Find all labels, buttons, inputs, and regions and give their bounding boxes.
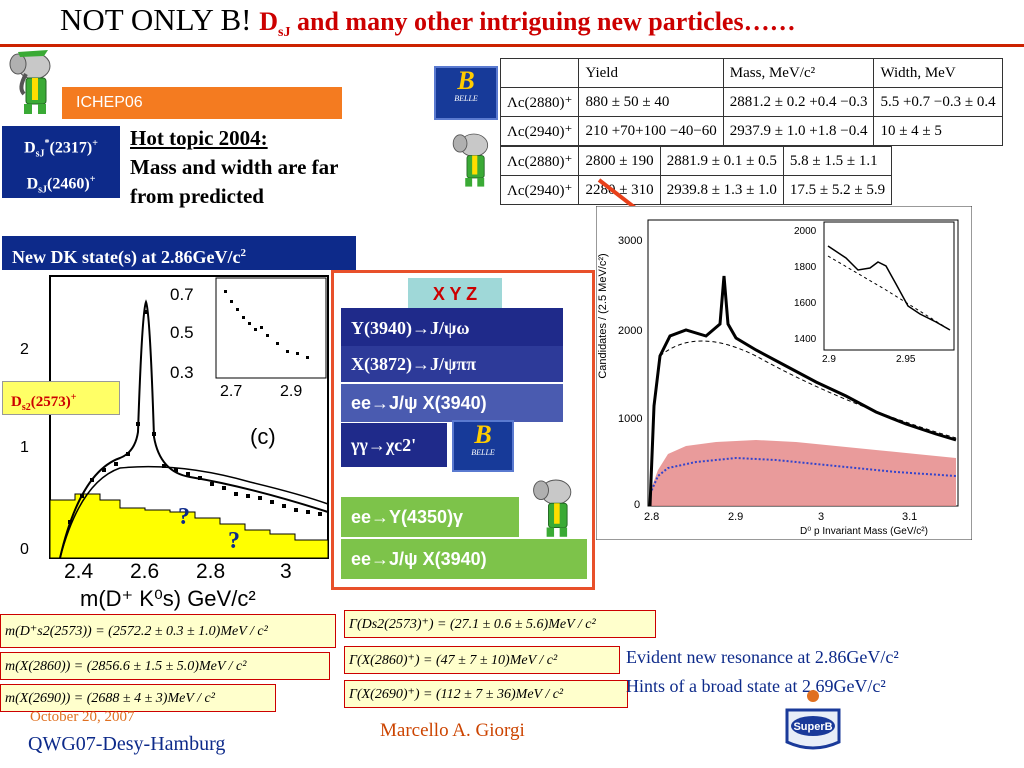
svg-text:1600: 1600 (794, 298, 817, 309)
dsj-2317-label: DsJ*(2317)+ (24, 138, 98, 160)
title-divider (0, 44, 1024, 47)
footer-author: Marcello A. Giorgi (380, 720, 525, 741)
svg-text:3000: 3000 (618, 235, 642, 247)
svg-text:3: 3 (818, 511, 824, 523)
svg-text:1800: 1800 (794, 262, 817, 273)
belle-logo-icon: B BELLE (452, 420, 514, 472)
slide-title: NOT ONLY B! DsJ and many other intriguin… (60, 2, 796, 41)
width-formula-ds2: Γ(Ds2(2573)⁺) = (27.1 ± 0.6 ± 5.6)MeV / … (344, 610, 656, 638)
svg-text:2000: 2000 (794, 226, 817, 237)
xyz-panel (331, 270, 595, 590)
table-row: Yield Mass, MeV/c² Width, MeV (499, 58, 1003, 88)
svg-text:0.7: 0.7 (170, 285, 194, 304)
xyz-label: X Y Z (408, 278, 502, 310)
svg-text:0.3: 0.3 (170, 363, 194, 382)
svg-text:1400: 1400 (794, 334, 817, 345)
table-row: Λc(2880)⁺ 2800 ± 190 2881.9 ± 0.1 ± 0.5 5.8… (499, 146, 893, 176)
table-row: Λc(2940)⁺ 2280 ± 310 2939.8 ± 1.3 ± 1.0 17.… (499, 175, 893, 205)
dsj-2460-label: DsJ(2460)+ (26, 174, 96, 196)
svg-text:2.9: 2.9 (280, 383, 302, 400)
left-xtick-0: 2.4 (64, 560, 94, 583)
svg-text:SuperB: SuperB (793, 721, 832, 733)
babar-elephant-icon (452, 133, 489, 187)
evident-resonance-text: Evident new resonance at 2.86GeV/c² (626, 647, 899, 667)
babar-elephant-icon (9, 50, 51, 114)
ds2573-label: Ds2(2573)+ (2, 381, 120, 415)
left-ytick-0: 0 (20, 541, 29, 558)
svg-text:2000: 2000 (618, 325, 642, 337)
left-xlabel: m(D⁺ K⁰s) GeV/c² (80, 586, 256, 611)
left-ytick-1: 1 (20, 439, 29, 456)
question-mark-2: ? (228, 528, 240, 554)
svg-text:3.1: 3.1 (902, 511, 917, 523)
xyz-item-x3872: X(3872)→J/ψππ (341, 346, 563, 382)
conference-banner: ICHEP06 (62, 87, 342, 119)
footer-venue: QWG07-Desy-Hamburg (28, 733, 226, 755)
mass-formula-x2860: m(X(2860)) = (2856.6 ± 1.5 ± 5.0)MeV / c… (0, 652, 330, 680)
left-xtick-1: 2.6 (130, 560, 159, 583)
belle-logo-icon: B BELLE (434, 66, 498, 120)
superb-logo-icon: SuperB (785, 690, 841, 750)
svg-text:2.7: 2.7 (220, 383, 242, 400)
svg-text:0: 0 (634, 499, 640, 511)
xyz-item-ee-x3940-babar: ee→J/ψ X(3940) (341, 539, 587, 579)
xyz-item-y3940: Y(3940)→J/ψω (341, 308, 563, 346)
svg-text:2.9: 2.9 (822, 354, 836, 365)
left-xtick-3: 3 (280, 560, 292, 583)
right-ylabel: Candidates / (2.5 MeV/c²) (597, 253, 609, 378)
belle-results-table: Yield Mass, MeV/c² Width, MeV Λc(2880)⁺ 880… (499, 58, 1003, 146)
table-row: Λc(2940)⁺ 210 +70+100 −40−60 2937.9 ± 1.0 … (499, 116, 1003, 146)
xyz-item-ee-x3940: ee→J/ψ X(3940) (341, 384, 563, 422)
left-xtick-2: 2.8 (196, 560, 225, 583)
babar-results-table: Λc(2880)⁺ 2800 ± 190 2881.9 ± 0.1 ± 0.5 5.8… (499, 146, 893, 205)
mass-formula-x2690: m(X(2690)) = (2688 ± 4 ± 3)MeV / c² (0, 684, 276, 712)
left-ytick-2: 2 (20, 341, 29, 358)
svg-text:0.5: 0.5 (170, 323, 194, 342)
svg-text:2.95: 2.95 (896, 354, 916, 365)
width-formula-x2690: Γ(X(2690)⁺) = (112 ± 7 ± 36)MeV / c² (344, 680, 628, 708)
footer-date: October 20, 2007 (30, 709, 135, 725)
question-mark-1: ? (178, 504, 190, 530)
xyz-item-y4350: ee→Y(4350)γ (341, 497, 519, 537)
svg-text:2.8: 2.8 (644, 511, 659, 523)
babar-elephant-icon (533, 479, 572, 537)
dk-data-points (68, 310, 322, 524)
mass-formula-ds2: m(D⁺s2(2573)) = (2572.2 ± 0.3 ± 1.0)MeV … (0, 614, 336, 648)
xyz-item-gg-chic2: γγ→χc2' (341, 423, 447, 467)
svg-text:2.9: 2.9 (728, 511, 743, 523)
svg-text:1000: 1000 (618, 413, 642, 425)
dk-mass-plot: 2 1 0 (c) ? ? 2.4 2.6 2.8 3 m(D⁺ K⁰s) Ge… (20, 275, 329, 611)
width-formula-x2860: Γ(X(2860)⁺) = (47 ± 7 ± 10)MeV / c² (344, 646, 620, 674)
broad-state-text: Hints of a broad state at 2.69GeV/c² (626, 676, 886, 696)
d0p-mass-plot: Candidates / (2.5 MeV/c²) 0 1000 2000 30… (596, 206, 972, 540)
new-dk-banner: New DK state(s) at 2.86GeV/c2 (2, 236, 356, 270)
right-xlabel: D⁰ p Invariant Mass (GeV/c²) (800, 526, 928, 537)
table-row: Λc(2880)⁺ 880 ± 50 ± 40 2881.2 ± 0.2 +0.4 … (499, 87, 1003, 117)
hot-topic-text: Hot topic 2004: Mass and width are far f… (130, 126, 339, 208)
panel-label: (c) (250, 424, 276, 449)
dsj-states-box: DsJ*(2317)+ DsJ(2460)+ (2, 126, 120, 198)
